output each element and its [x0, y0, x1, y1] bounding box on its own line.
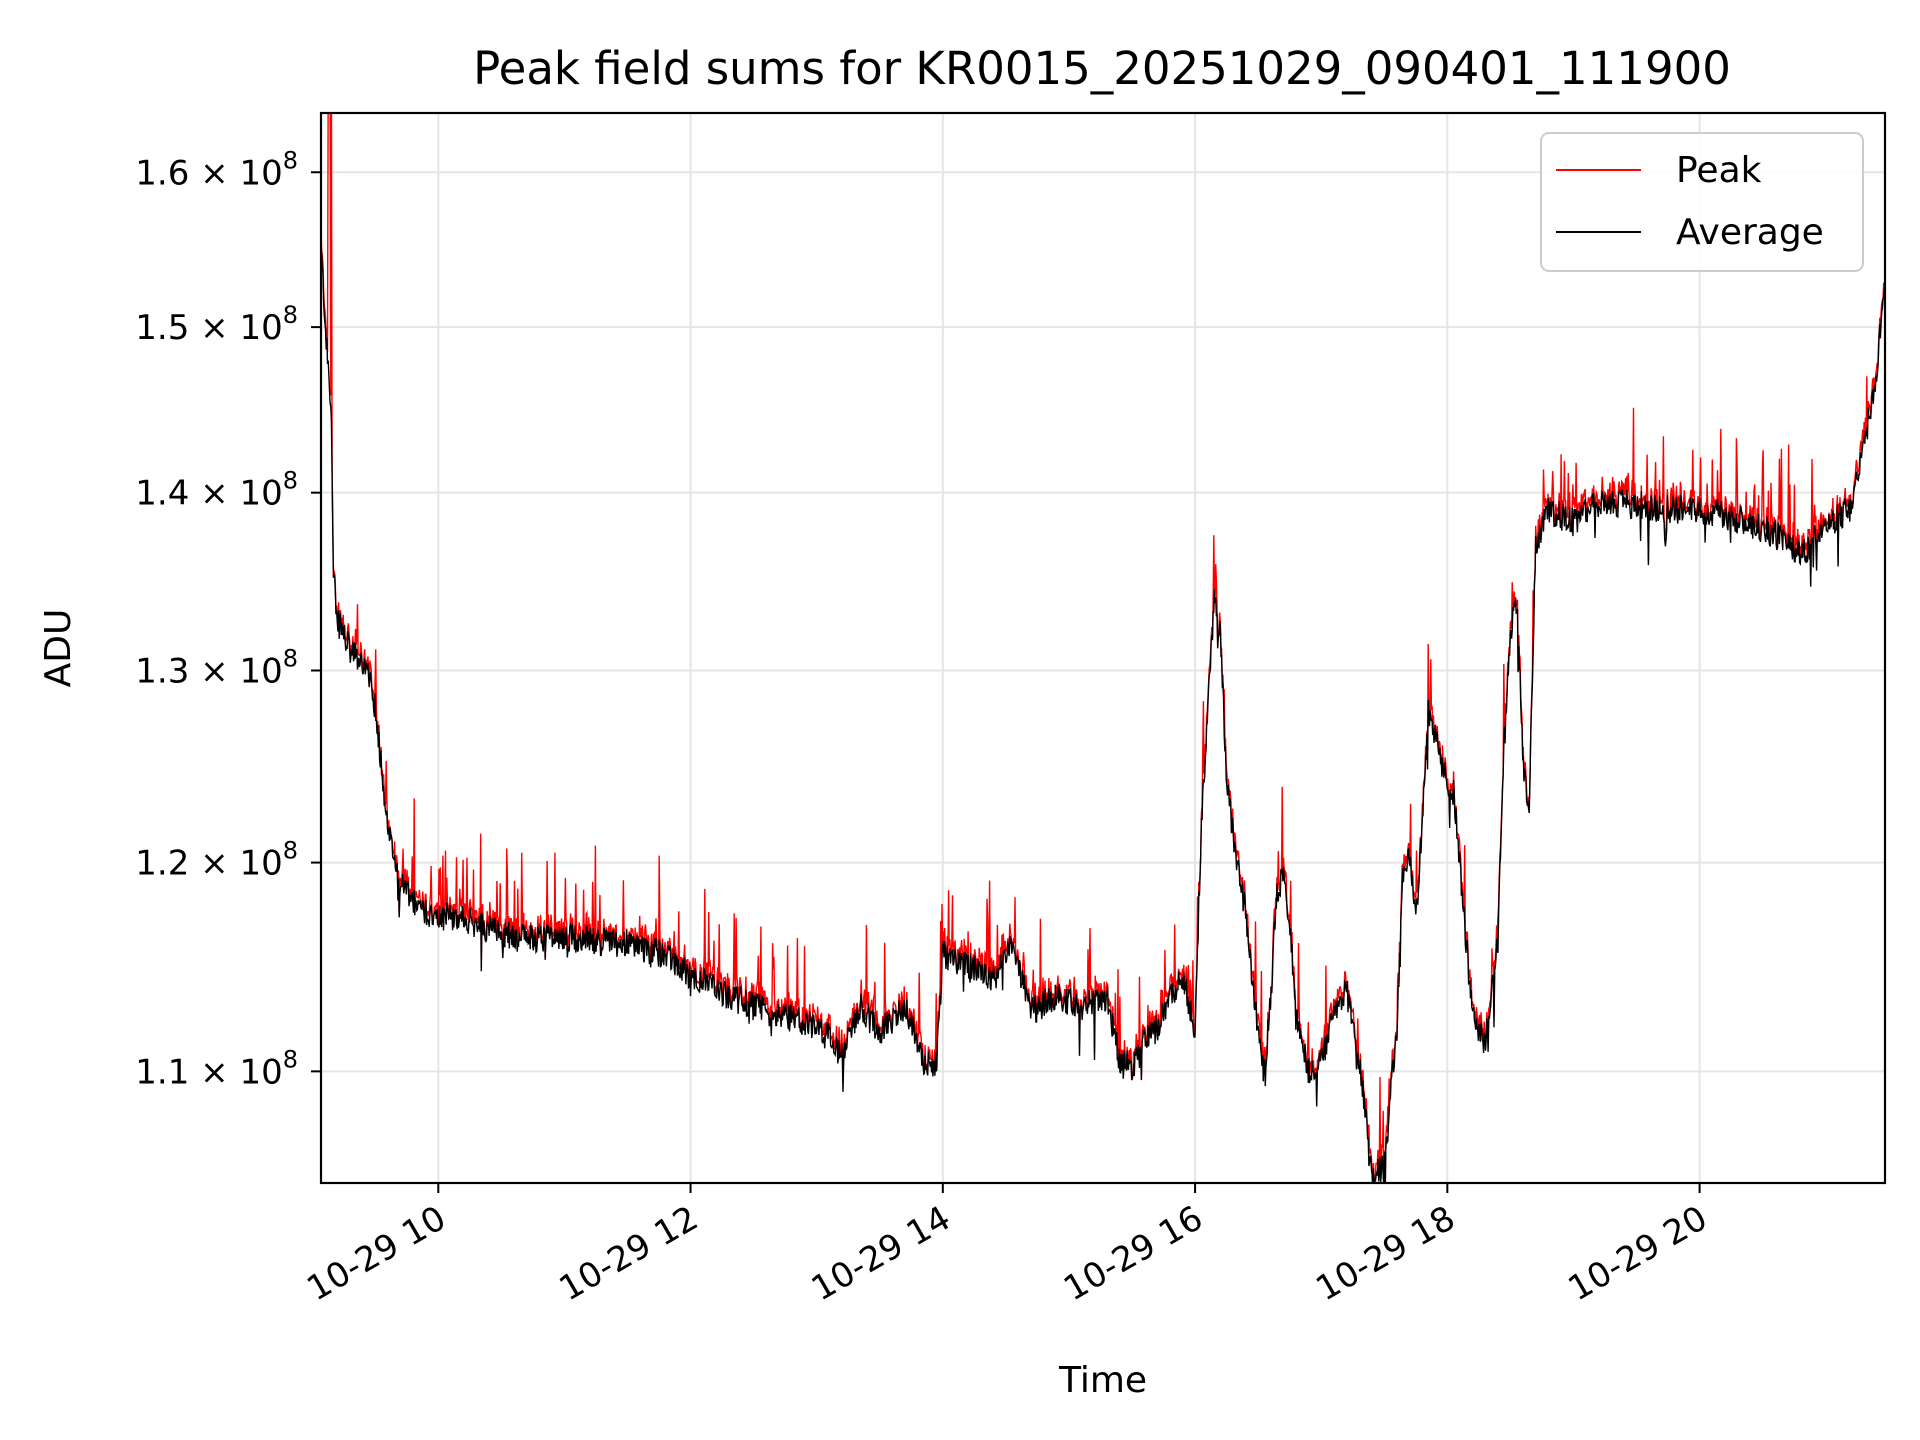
legend-average-label: Average: [1676, 212, 1824, 253]
legend: Peak Average: [1540, 132, 1864, 272]
y-tick-label: 1.2 × 108: [135, 837, 298, 884]
y-tick-label: 1.6 × 108: [135, 146, 298, 193]
y-tick-label: 1.5 × 108: [135, 301, 298, 348]
y-tick-label: 1.4 × 108: [135, 467, 298, 514]
legend-peak-label: Peak: [1676, 150, 1762, 191]
chart-title: Peak field sums for KR0015_20251029_0904…: [473, 42, 1731, 95]
y-tick-label: 1.1 × 108: [135, 1045, 298, 1092]
y-axis: 1.1 × 108 1.2 × 108 1.3 × 108 1.4 × 108 1.5 …: [135, 146, 321, 1092]
series-average-line: [321, 243, 1885, 1183]
series-layer: [321, 113, 1885, 1183]
x-axis-label: Time: [1058, 1360, 1147, 1401]
y-tick-label: 1.3 × 108: [135, 645, 298, 692]
plot-frame: [319, 111, 1887, 1185]
legend-box: [1540, 132, 1864, 272]
y-axis-label: ADU: [38, 609, 79, 688]
